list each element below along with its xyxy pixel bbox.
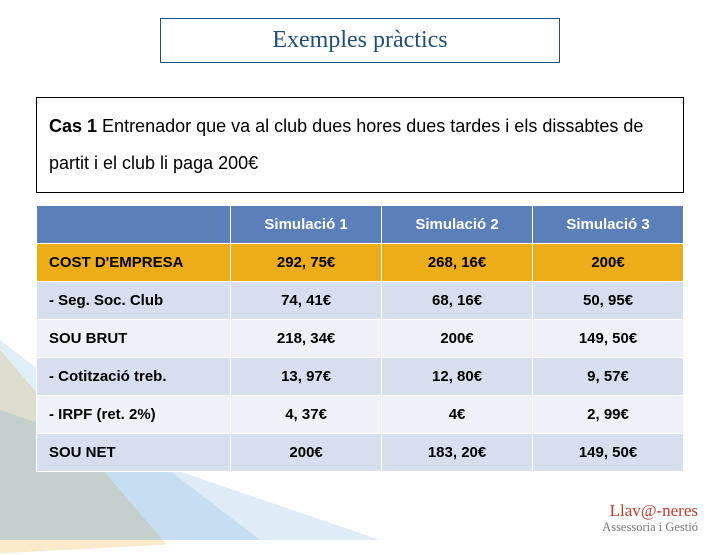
table-row: COST D'EMPRESA292, 75€268, 16€200€: [37, 243, 684, 281]
row-value: 200€: [382, 319, 533, 357]
table-row: - Cotització treb.13, 97€12, 80€9, 57€: [37, 357, 684, 395]
row-value: 218, 34€: [231, 319, 382, 357]
slide-title: Exemples pràctics: [272, 27, 447, 53]
brand-tagline: Assessoria i Gestió: [602, 521, 698, 535]
table-row: SOU NET200€183, 20€149, 50€: [37, 433, 684, 471]
row-label: - Seg. Soc. Club: [37, 281, 231, 319]
row-value: 50, 95€: [533, 281, 684, 319]
at-icon: @: [641, 501, 657, 520]
row-value: 149, 50€: [533, 433, 684, 471]
row-value: 68, 16€: [382, 281, 533, 319]
row-value: 74, 41€: [231, 281, 382, 319]
table-header-col1: Simulació 1: [231, 205, 382, 243]
row-value: 12, 80€: [382, 357, 533, 395]
row-value: 13, 97€: [231, 357, 382, 395]
row-value: 268, 16€: [382, 243, 533, 281]
simulation-table: Simulació 1 Simulació 2 Simulació 3 COST…: [36, 205, 684, 472]
row-value: 9, 57€: [533, 357, 684, 395]
brand-part1: Llav: [610, 501, 641, 520]
case-description-box: Cas 1 Entrenador que va al club dues hor…: [36, 97, 684, 193]
table-header-blank: [37, 205, 231, 243]
table-row: SOU BRUT218, 34€200€149, 50€: [37, 319, 684, 357]
row-value: 200€: [533, 243, 684, 281]
case-body: Entrenador que va al club dues hores due…: [49, 116, 643, 173]
row-value: 149, 50€: [533, 319, 684, 357]
row-value: 2, 99€: [533, 395, 684, 433]
table-row: - IRPF (ret. 2%)4, 37€4€2, 99€: [37, 395, 684, 433]
row-label: - Cotització treb.: [37, 357, 231, 395]
row-value: 183, 20€: [382, 433, 533, 471]
table-row: - Seg. Soc. Club74, 41€68, 16€50, 95€: [37, 281, 684, 319]
table-header-col2: Simulació 2: [382, 205, 533, 243]
title-box: Exemples pràctics: [160, 18, 560, 63]
row-value: 200€: [231, 433, 382, 471]
row-value: 4€: [382, 395, 533, 433]
row-label: SOU NET: [37, 433, 231, 471]
row-value: 4, 37€: [231, 395, 382, 433]
case-label: Cas 1: [49, 116, 102, 136]
table-header-row: Simulació 1 Simulació 2 Simulació 3: [37, 205, 684, 243]
brand-part2: -neres: [656, 501, 698, 520]
table-header-col3: Simulació 3: [533, 205, 684, 243]
row-label: COST D'EMPRESA: [37, 243, 231, 281]
row-label: - IRPF (ret. 2%): [37, 395, 231, 433]
footer-brand: Llav@-neres Assessoria i Gestió: [602, 502, 698, 534]
row-value: 292, 75€: [231, 243, 382, 281]
row-label: SOU BRUT: [37, 319, 231, 357]
slide-content: Exemples pràctics Cas 1 Entrenador que v…: [0, 0, 720, 540]
brand-name: Llav@-neres: [602, 502, 698, 520]
